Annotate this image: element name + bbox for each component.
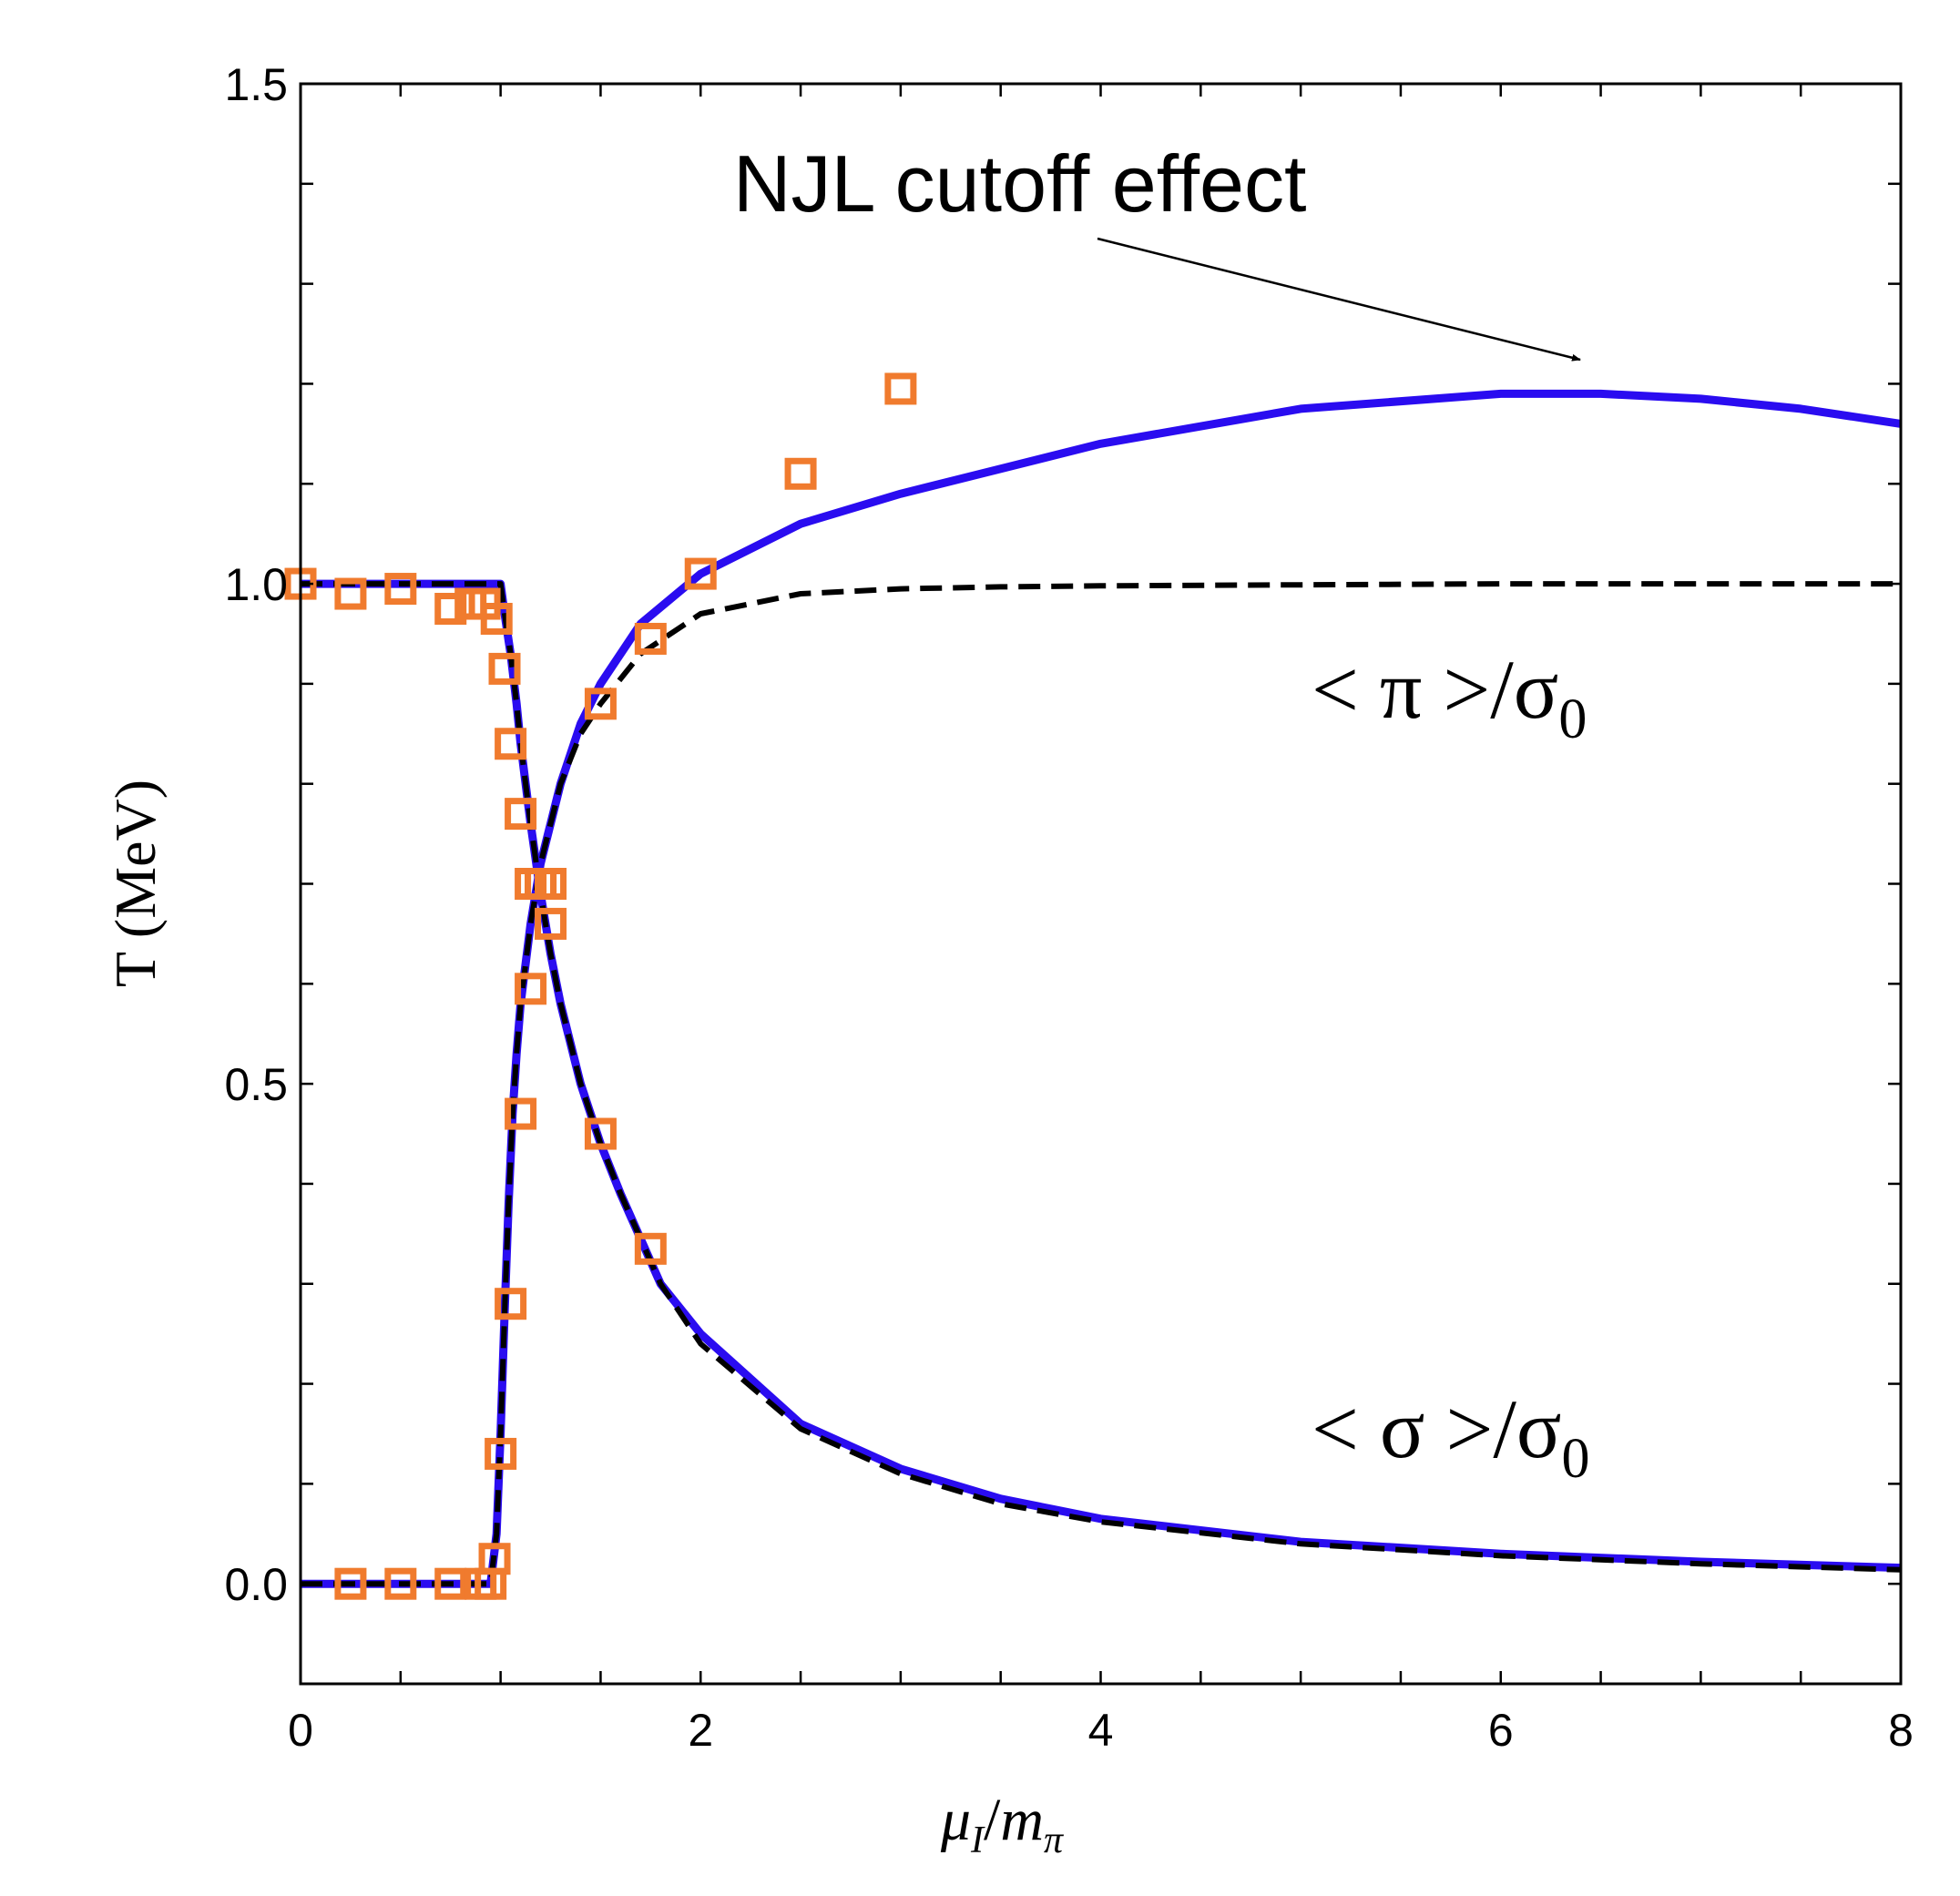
x-tick-label: 8 [1888, 1705, 1914, 1756]
data-point-marker [434, 1567, 467, 1600]
tick-label-layer: 0 2 4 6 8 0.0 0.5 1.0 1.5 [224, 59, 1913, 1756]
data-point-marker [584, 688, 617, 720]
data-point-marker [535, 907, 567, 940]
data-point-marker [488, 652, 521, 685]
data-point-marker [884, 372, 917, 405]
data-point-marker [505, 1097, 537, 1130]
x-tick-label: 6 [1488, 1705, 1514, 1756]
series-line-sigma [301, 581, 1902, 1573]
y-tick-label: 1.5 [224, 59, 288, 110]
x-axis-title-mu: μ [940, 1787, 971, 1853]
data-point-marker [784, 457, 817, 490]
series-line-sigma-NJL [301, 579, 1902, 1573]
njl-cutoff-annotation: NJL cutoff effect [733, 138, 1306, 229]
data-point-marker [515, 973, 547, 1005]
sigma-ratio-sub: 0 [1562, 1428, 1590, 1490]
x-tick-label: 0 [288, 1705, 313, 1756]
data-point-marker [334, 1567, 367, 1600]
data-point-marker [334, 577, 367, 610]
pi-ratio-label: < π >/σ0 [1312, 643, 1587, 750]
x-axis-title-m-sub: π [1044, 1820, 1064, 1861]
sigma-ratio-text: < σ >/σ [1312, 1382, 1562, 1475]
data-point-marker [485, 1437, 517, 1470]
pi-ratio-sub: 0 [1558, 688, 1587, 750]
data-point-marker [478, 1543, 511, 1575]
data-point-marker [434, 593, 467, 626]
series-line-pi [301, 581, 1901, 1587]
data-point-marker [634, 1232, 667, 1265]
sigma-ratio-label: < σ >/σ0 [1312, 1382, 1590, 1490]
x-axis-title-mu-sub: I [970, 1820, 985, 1861]
x-axis-title-m: m [1000, 1787, 1044, 1853]
tick-layer [299, 82, 1903, 1686]
data-point-marker [495, 728, 527, 760]
data-point-marker [634, 622, 667, 655]
njl-annotation-arrow [1097, 237, 1581, 362]
series-layer [301, 389, 1902, 1588]
x-axis-title: μI/mπ [940, 1787, 1064, 1861]
x-tick-label: 4 [1088, 1705, 1114, 1756]
x-axis-title-slash: / [984, 1787, 1001, 1853]
data-point-marker [684, 557, 717, 590]
data-point-marker [505, 798, 537, 831]
x-tick-label: 2 [688, 1705, 713, 1756]
y-axis-title: T (MeV) [103, 780, 168, 987]
pi-ratio-text: < π >/σ [1312, 643, 1558, 736]
marker-layer [284, 372, 917, 1600]
data-point-marker [480, 602, 513, 635]
data-point-marker [495, 1288, 527, 1320]
data-point-marker [584, 1117, 617, 1150]
data-point-marker [384, 573, 417, 606]
data-point-marker [535, 868, 567, 900]
y-tick-label: 0.0 [224, 1559, 288, 1610]
y-tick-label: 0.5 [224, 1059, 288, 1110]
y-tick-label: 1.0 [224, 559, 288, 610]
data-point-marker [384, 1567, 417, 1600]
